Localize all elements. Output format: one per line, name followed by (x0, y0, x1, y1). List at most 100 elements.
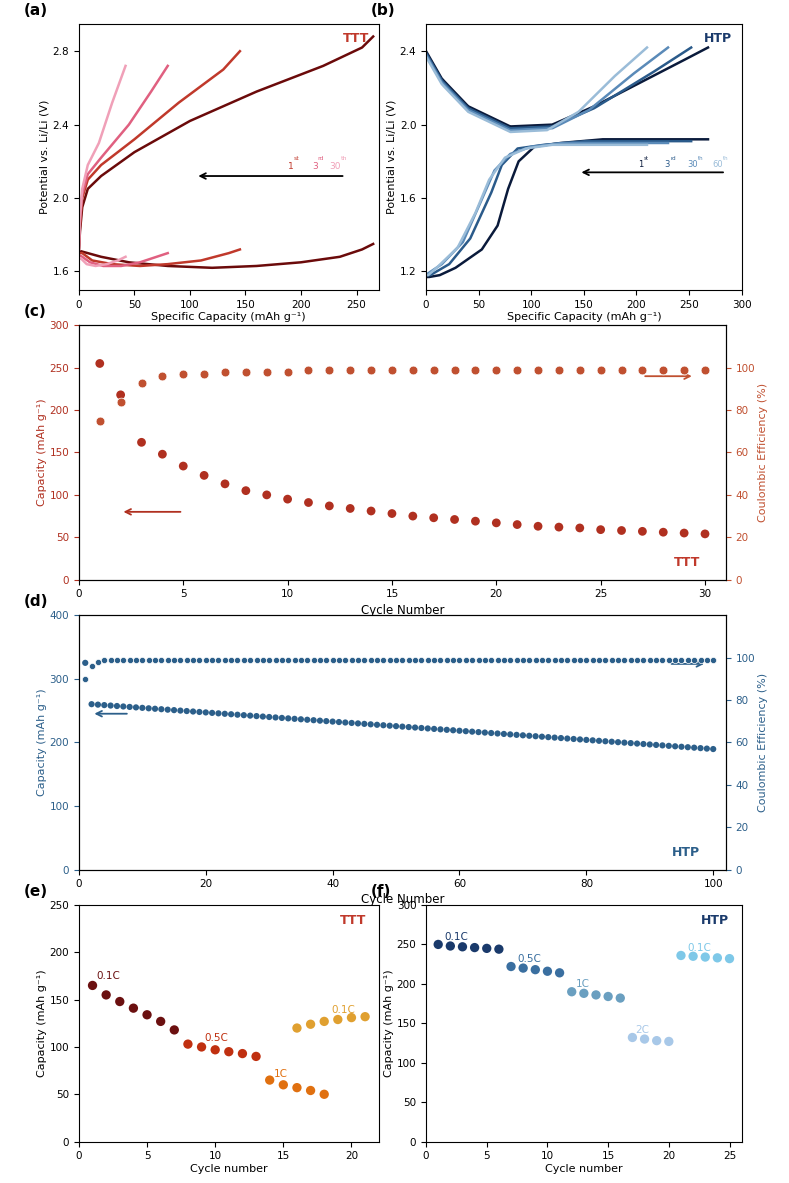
Point (675, 946, 687, 965)
Point (93, 354, 106, 373)
Point (561, 651, 574, 670)
Point (358, 651, 371, 670)
Point (156, 445, 169, 464)
Point (548, 651, 561, 670)
Point (498, 724, 510, 743)
Point (219, 474, 231, 493)
Text: (c): (c) (24, 304, 47, 319)
Point (678, 361, 690, 380)
Text: 0.1C: 0.1C (96, 971, 121, 981)
Point (396, 651, 409, 670)
Point (532, 361, 544, 380)
Point (536, 651, 548, 670)
Point (694, 738, 707, 757)
Point (135, 373, 148, 392)
Point (110, 697, 123, 716)
Text: HTP: HTP (672, 846, 700, 859)
Point (244, 651, 256, 670)
Point (264, 1071, 276, 1090)
Point (263, 651, 275, 670)
Point (678, 524, 690, 543)
Point (688, 738, 701, 757)
Point (472, 723, 484, 742)
Point (323, 361, 335, 380)
Point (236, 1045, 249, 1064)
Point (181, 702, 193, 720)
Point (219, 704, 231, 723)
Point (320, 712, 333, 731)
Point (135, 433, 148, 452)
Point (320, 651, 333, 670)
Point (409, 651, 421, 670)
Point (602, 987, 615, 1006)
Point (263, 707, 275, 726)
Point (206, 704, 219, 723)
Point (453, 651, 466, 670)
Point (466, 722, 478, 741)
Y-axis label: Capacity (mAh g⁻¹): Capacity (mAh g⁻¹) (383, 970, 394, 1077)
Point (305, 1015, 317, 1034)
Text: (f): (f) (371, 884, 391, 899)
Point (244, 706, 256, 725)
Text: HTP: HTP (704, 32, 732, 45)
Point (198, 364, 211, 383)
Point (428, 509, 440, 528)
Point (421, 719, 434, 738)
Point (222, 1042, 235, 1061)
Point (406, 506, 419, 525)
Text: 0.5C: 0.5C (517, 953, 541, 964)
Point (663, 1032, 675, 1051)
Point (358, 715, 371, 733)
Point (688, 651, 701, 670)
Point (650, 1032, 663, 1051)
Point (459, 722, 472, 741)
Point (339, 713, 352, 732)
Point (555, 651, 567, 670)
Point (282, 362, 294, 381)
Point (294, 710, 307, 729)
Point (542, 651, 555, 670)
Point (650, 736, 663, 755)
Point (636, 361, 649, 380)
Point (193, 703, 206, 722)
Text: th: th (697, 156, 703, 161)
Text: (e): (e) (24, 884, 48, 899)
Point (333, 651, 346, 670)
Point (453, 722, 466, 741)
Point (605, 651, 618, 670)
Point (561, 729, 574, 748)
Point (614, 989, 626, 1008)
Point (386, 504, 398, 523)
Point (327, 651, 339, 670)
Point (492, 939, 505, 958)
Point (195, 1037, 208, 1056)
Point (282, 490, 294, 509)
Point (129, 651, 142, 670)
Point (260, 485, 273, 504)
Point (187, 702, 200, 720)
Point (377, 651, 390, 670)
Text: (a): (a) (24, 2, 48, 18)
Point (618, 651, 630, 670)
Point (307, 651, 320, 670)
Point (447, 720, 459, 739)
Point (155, 1011, 167, 1030)
Point (92, 652, 104, 671)
Point (599, 732, 611, 751)
Point (177, 364, 189, 383)
Point (277, 1075, 290, 1094)
Point (553, 963, 566, 982)
Point (209, 1040, 222, 1059)
Text: st: st (294, 156, 299, 161)
Point (594, 521, 607, 539)
Text: 1C: 1C (274, 1069, 288, 1079)
Point (580, 730, 593, 749)
Point (624, 651, 637, 670)
Point (98, 696, 110, 715)
Point (517, 958, 529, 977)
Point (529, 726, 542, 745)
Text: 0.1C: 0.1C (444, 932, 468, 942)
Point (142, 699, 155, 718)
Point (566, 982, 578, 1001)
Point (313, 651, 326, 670)
